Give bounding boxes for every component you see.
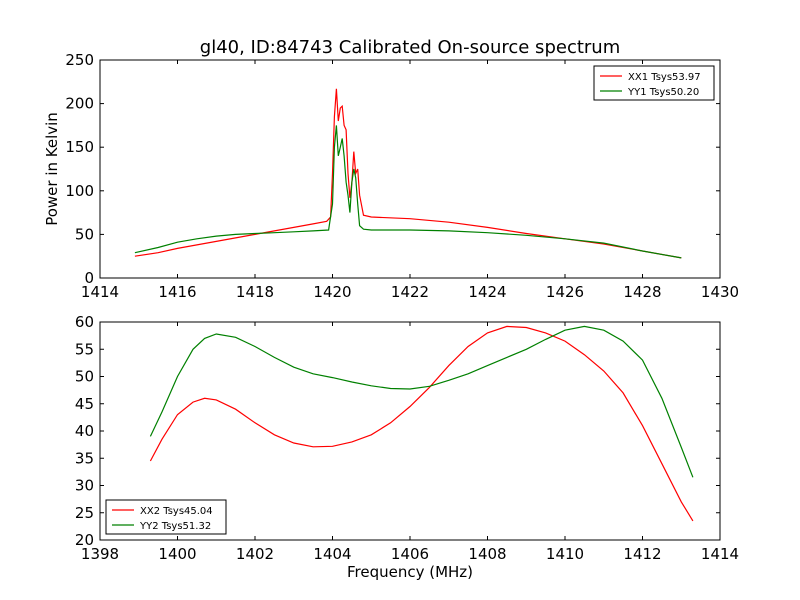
x-tick-label: 1430 — [701, 283, 739, 301]
y-tick-label: 100 — [65, 182, 94, 200]
legend-label: YY2 Tsys51.32 — [139, 521, 211, 532]
x-axis-label: Frequency (MHz) — [347, 563, 473, 581]
legend-label: XX2 Tsys45.04 — [140, 506, 213, 517]
y-tick-label: 40 — [75, 422, 94, 440]
legend-label: YY1 Tsys50.20 — [627, 87, 699, 98]
y-tick-label: 20 — [75, 531, 94, 549]
series-line-1 — [134, 88, 682, 259]
legend-box — [593, 65, 715, 101]
top-panel: gl40, ID:84743 Calibrated On-source spec… — [43, 37, 739, 301]
y-tick-label: 45 — [75, 395, 94, 413]
series-line-2 — [149, 325, 694, 478]
series-line-2 — [134, 125, 682, 259]
y-tick-label: 250 — [65, 51, 94, 69]
x-tick-label: 1416 — [158, 283, 196, 301]
x-tick-label: 1414 — [81, 283, 119, 301]
legend: XX1 Tsys53.97 YY1 Tsys50.20 — [593, 65, 715, 101]
legend-box — [105, 499, 227, 535]
x-tick-label: 1412 — [623, 545, 661, 563]
y-tick-label: 35 — [75, 449, 94, 467]
x-tick-label: 1406 — [391, 545, 429, 563]
x-tick-label: 1408 — [468, 545, 506, 563]
bottom-panel: Frequency (MHz) 1398 1400 1402 1404 1406 1408… — [75, 313, 739, 581]
y-tick-label: 55 — [75, 340, 94, 358]
x-tick-label: 1418 — [236, 283, 274, 301]
y-axis-label: Power in Kelvin — [43, 112, 61, 226]
y-tick-label: 60 — [75, 313, 94, 331]
y-tick-label: 150 — [65, 138, 94, 156]
x-tick-label: 1400 — [158, 545, 196, 563]
y-tick-label: 0 — [84, 269, 94, 287]
x-tick-label: 1420 — [313, 283, 351, 301]
x-tick-label: 1422 — [391, 283, 429, 301]
x-tick-label: 1404 — [313, 545, 351, 563]
x-tick-label: 1402 — [236, 545, 274, 563]
y-tick-label: 30 — [75, 477, 94, 495]
y-tick-label: 25 — [75, 504, 94, 522]
x-tick-label: 1410 — [546, 545, 584, 563]
legend: XX2 Tsys45.04 YY2 Tsys51.32 — [105, 499, 227, 535]
y-tick-label: 50 — [75, 225, 94, 243]
x-tick-label: 1424 — [468, 283, 506, 301]
x-tick-label: 1414 — [701, 545, 739, 563]
x-tick-label: 1426 — [546, 283, 584, 301]
y-tick-label: 50 — [75, 368, 94, 386]
x-tick-label: 1428 — [623, 283, 661, 301]
x-tick-label: 1398 — [81, 545, 119, 563]
legend-label: XX1 Tsys53.97 — [628, 72, 701, 83]
chart-title: gl40, ID:84743 Calibrated On-source spec… — [200, 37, 620, 58]
series-line-1 — [149, 325, 694, 522]
y-tick-label: 200 — [65, 95, 94, 113]
